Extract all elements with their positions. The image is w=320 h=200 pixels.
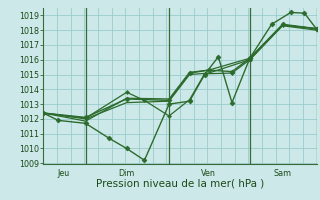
- Text: Pression niveau de la mer( hPa ): Pression niveau de la mer( hPa ): [96, 179, 264, 189]
- Text: Dim: Dim: [118, 169, 135, 178]
- Text: Jeu: Jeu: [58, 169, 70, 178]
- Text: Sam: Sam: [274, 169, 292, 178]
- Text: Ven: Ven: [201, 169, 216, 178]
